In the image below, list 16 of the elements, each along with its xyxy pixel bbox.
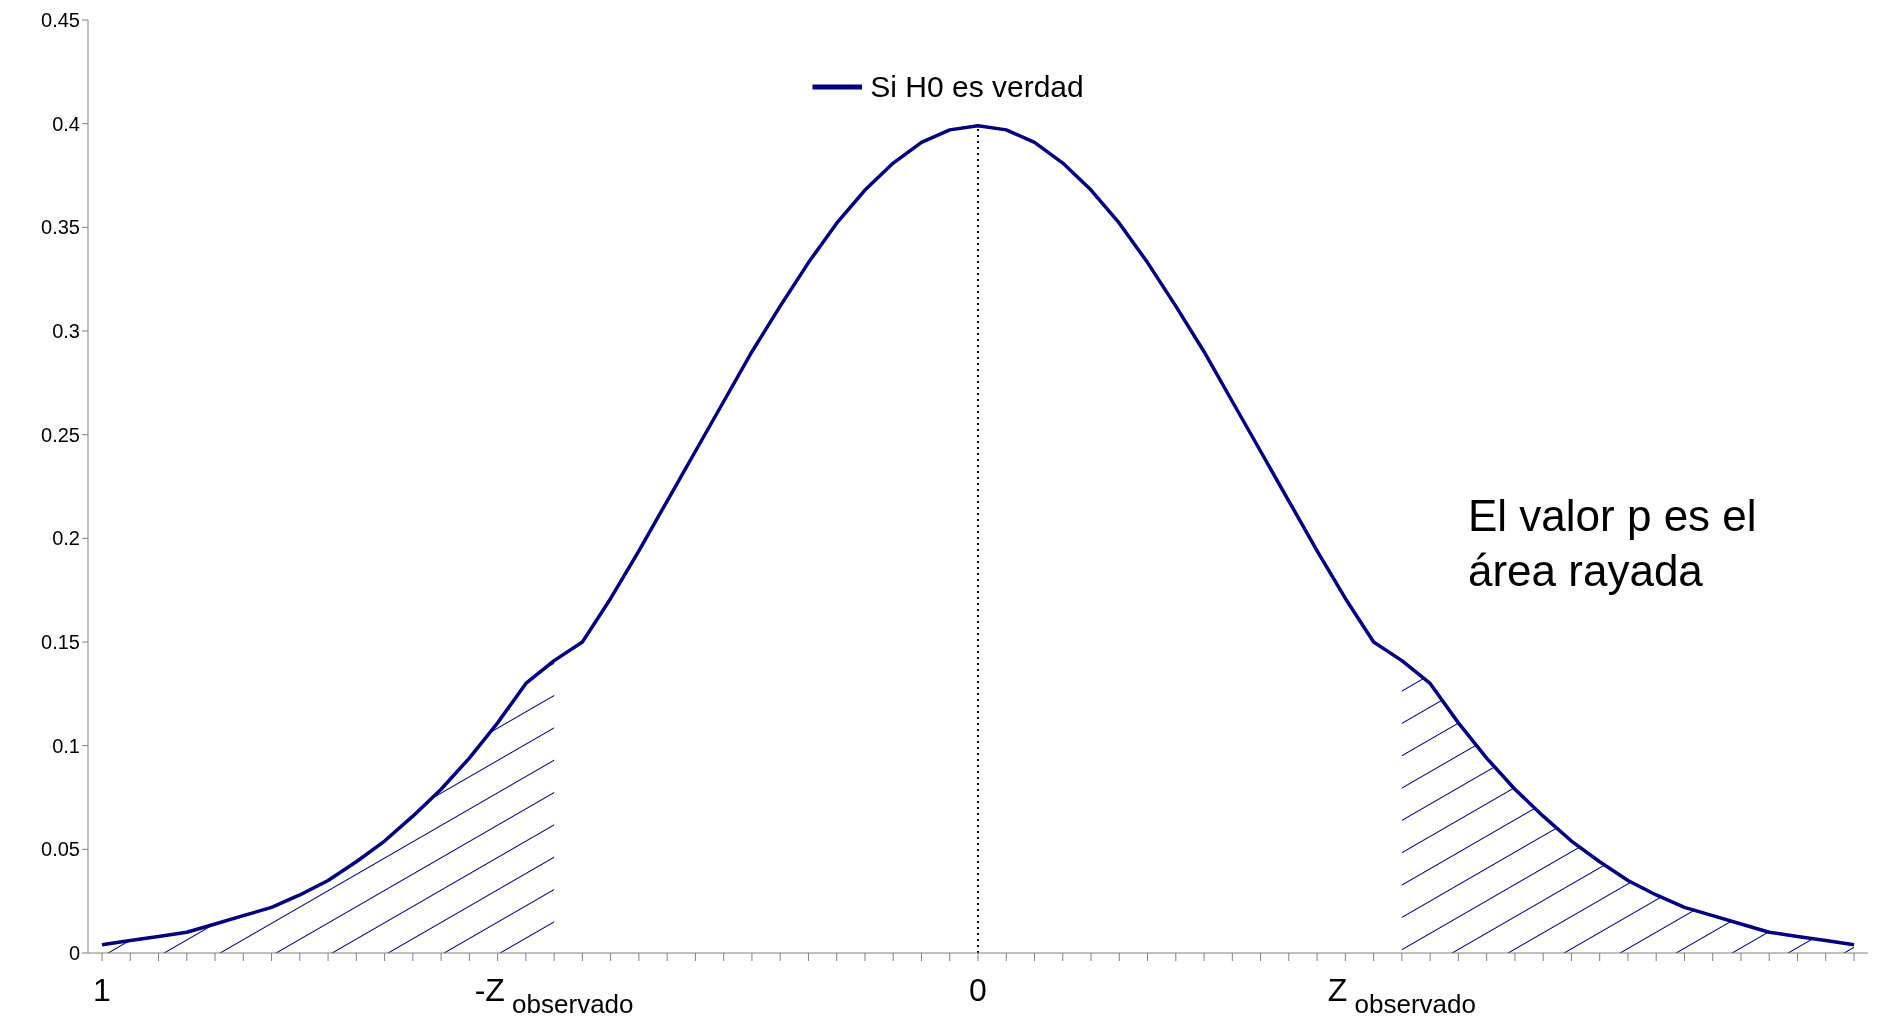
y-tick-label: 0.25 bbox=[41, 423, 80, 446]
y-tick-label: 0.15 bbox=[41, 631, 80, 654]
y-tick-label: 0.35 bbox=[41, 216, 80, 239]
y-tick-label: 0.3 bbox=[52, 320, 80, 343]
x-tick-label: -Z$_{observado}$ bbox=[474, 972, 634, 1019]
y-tick-label: 0 bbox=[68, 942, 80, 965]
x-tick-label: 0 bbox=[969, 972, 987, 1008]
x-tick-label: Z$_{observado}$ bbox=[1327, 972, 1476, 1019]
y-tick-label: 0.1 bbox=[52, 734, 80, 757]
annotation: El valor p es el área rayada bbox=[1468, 490, 1758, 597]
y-tick-label: 0.45 bbox=[41, 9, 80, 32]
y-tick-label: 0.2 bbox=[52, 527, 80, 550]
legend-label: Si H0 es verdad bbox=[870, 70, 1084, 104]
y-tick-label: 0.05 bbox=[41, 838, 80, 861]
x-tick-label: 1 bbox=[93, 972, 111, 1008]
y-tick-label: 0.4 bbox=[52, 112, 80, 135]
